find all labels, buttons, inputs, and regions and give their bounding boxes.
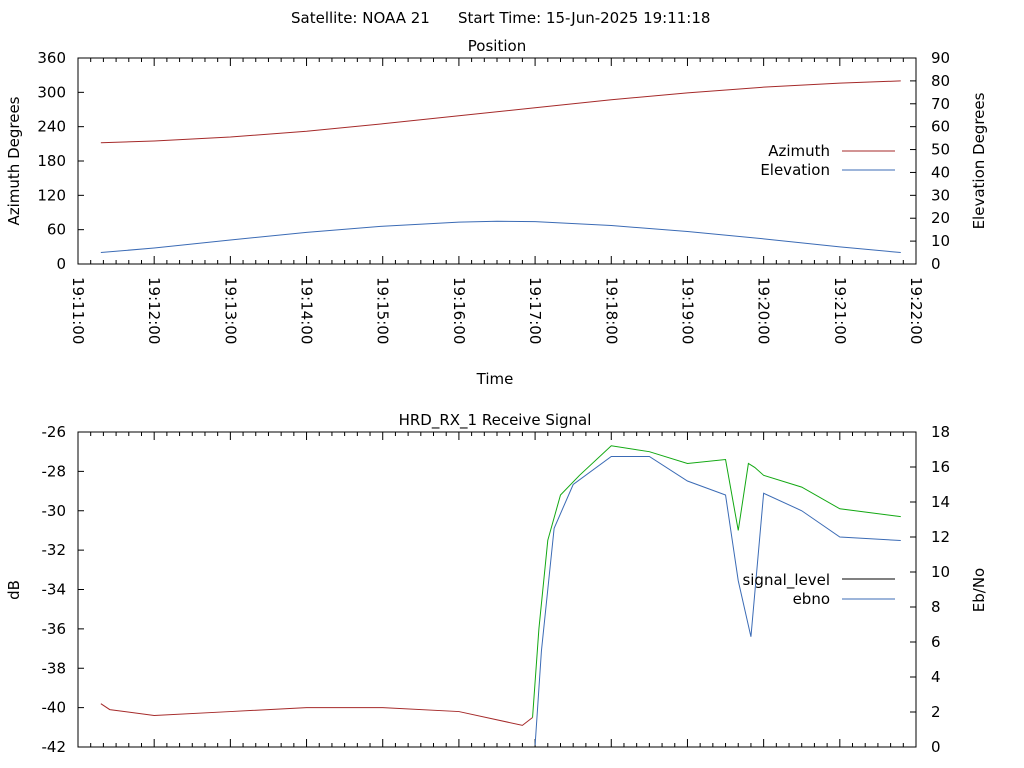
signal-ytick-label: -32 [42,541,67,559]
signal-title: HRD_RX_1 Receive Signal [399,411,592,430]
signal-ytick-label: -26 [42,423,67,441]
position-ytick-label: 120 [37,186,66,204]
position-xtick-label: 19:21:00 [831,277,849,344]
series-signal-level-pre-line [100,703,533,726]
position-xtick-label: 19:13:00 [221,277,239,344]
position-y2tick-label: 30 [931,186,950,204]
position-chart: Position 0 60 120 180 240 300 360 0 10 20 30 40 50 6… [5,37,988,388]
position-ylabel: Azimuth Degrees [5,96,23,225]
position-title: Position [468,37,526,55]
signal-ylabel: dB [5,580,23,600]
position-y2tick-label: 50 [931,141,950,159]
position-y2tick-label: 20 [931,209,950,227]
legend-azimuth-label: Azimuth [768,142,830,160]
signal-y2tick-label: 4 [931,668,941,686]
position-xtick-label: 19:11:00 [69,277,87,344]
position-y2tick-label: 90 [931,49,950,67]
signal-y2tick-label: 6 [931,633,941,651]
start-time-label: Start Time: 15-Jun-2025 19:11:18 [458,9,710,27]
signal-chart: HRD_RX_1 Receive Signal -26 -28 -30 -32 -34 -… [5,411,988,756]
signal-y2label: Eb/No [970,568,988,612]
position-ytick-label: 0 [56,255,66,273]
signal-ytick-label: -34 [42,581,67,599]
signal-y2tick-label: 14 [931,493,950,511]
signal-y2tick-label: 18 [931,423,950,441]
position-y2tick-label: 60 [931,118,950,136]
position-xtick-label: 19:20:00 [755,277,773,344]
position-xtick-label: 19:14:00 [298,277,316,344]
signal-ytick-label: -38 [42,659,67,677]
satellite-label: Satellite: NOAA 21 [291,9,430,27]
position-ytick-label: 300 [37,83,66,101]
signal-ytick-label: -30 [42,502,67,520]
position-ytick-label: 60 [47,221,66,239]
position-legend: Azimuth Elevation [760,142,895,179]
position-xtick-label: 19:22:00 [907,277,925,344]
position-xtick-label: 19:19:00 [678,277,696,344]
position-y2tick-label: 40 [931,163,950,181]
series-azimuth-line [100,80,901,144]
signal-y2tick-label: 8 [931,598,941,616]
position-xtick-label: 19:12:00 [145,277,163,344]
position-xtick-label: 19:16:00 [450,277,468,344]
position-ytick-label: 240 [37,118,66,136]
legend-ebno-label: ebno [793,590,830,608]
series-elevation-line [100,220,901,254]
series-ebno-line [534,456,901,746]
position-ytick-label: 360 [37,49,66,67]
signal-legend: signal_level ebno [742,571,895,608]
position-y2tick-label: 10 [931,232,950,250]
position-y2tick-label: 80 [931,72,950,90]
position-ytick-label: 180 [37,152,66,170]
legend-elevation-label: Elevation [760,161,830,179]
signal-ytick-label: -40 [42,699,67,717]
signal-ytick-label: -28 [42,462,67,480]
signal-y2tick-label: 16 [931,458,950,476]
signal-y2tick-label: 10 [931,563,950,581]
signal-y2tick-label: 2 [931,703,941,721]
position-xtick-label: 19:18:00 [602,277,620,344]
signal-ytick-label: -42 [42,738,67,756]
position-y2tick-label: 0 [931,255,941,273]
signal-y2tick-label: 12 [931,528,950,546]
signal-plot-frame [77,431,917,748]
signal-ytick-label: -36 [42,620,67,638]
position-y2tick-label: 70 [931,95,950,113]
signal-y2tick-label: 0 [931,738,941,756]
legend-signal-level-label: signal_level [742,571,830,590]
position-xtick-label: 19:17:00 [526,277,544,344]
position-xlabel: Time [476,370,514,388]
position-y2label: Elevation Degrees [970,92,988,229]
position-xtick-label: 19:15:00 [374,277,392,344]
series-signal-level-line [532,445,901,718]
